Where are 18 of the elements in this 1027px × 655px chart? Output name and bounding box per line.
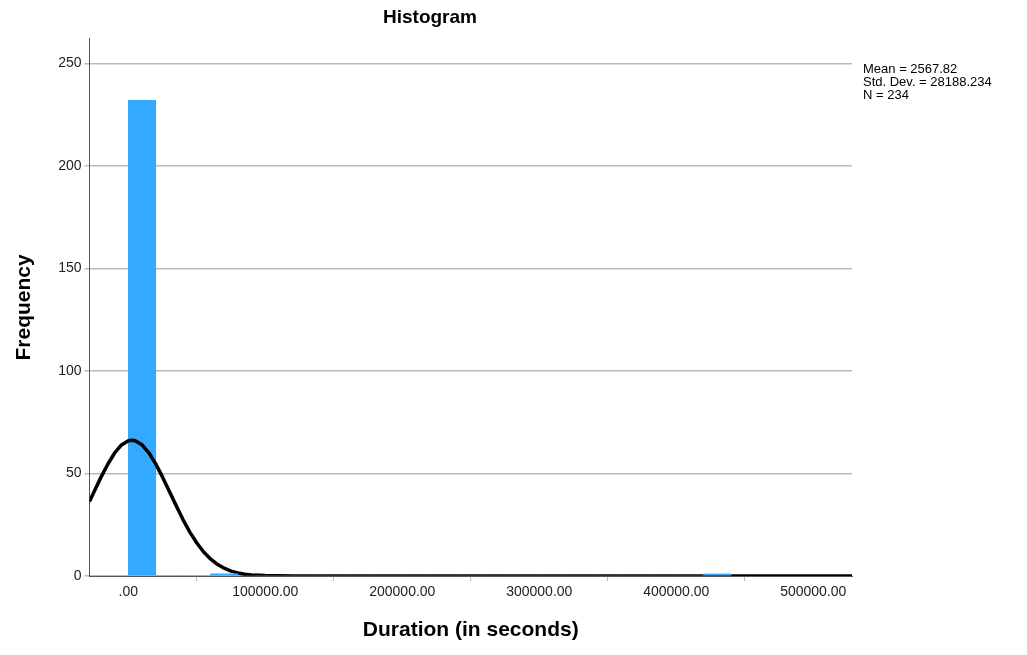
- x-tick-label: 400000.00: [643, 583, 710, 600]
- x-tick-label: 100000.00: [232, 583, 299, 600]
- y-tick-label: 100: [58, 361, 82, 378]
- x-tick-label: .00: [118, 583, 139, 600]
- y-axis-title: Frequency: [11, 253, 35, 361]
- y-tick-label: 150: [58, 259, 82, 276]
- text: Std. Dev. = 28188.234: [863, 74, 992, 90]
- x-axis-title: Duration (in seconds): [362, 617, 579, 641]
- y-tick-label: 0: [73, 566, 82, 583]
- y-tick-label: 200: [58, 156, 82, 173]
- text: Mean = 2567.82: [863, 61, 958, 77]
- y-tick-label: 50: [65, 464, 82, 481]
- text: N = 234: [863, 87, 909, 103]
- y-tick-label: 250: [58, 54, 82, 71]
- x-tick-label: 300000.00: [506, 583, 573, 600]
- chart-title: Histogram: [383, 5, 477, 27]
- x-tick-label: 500000.00: [780, 583, 847, 600]
- x-tick-label: 200000.00: [369, 583, 436, 600]
